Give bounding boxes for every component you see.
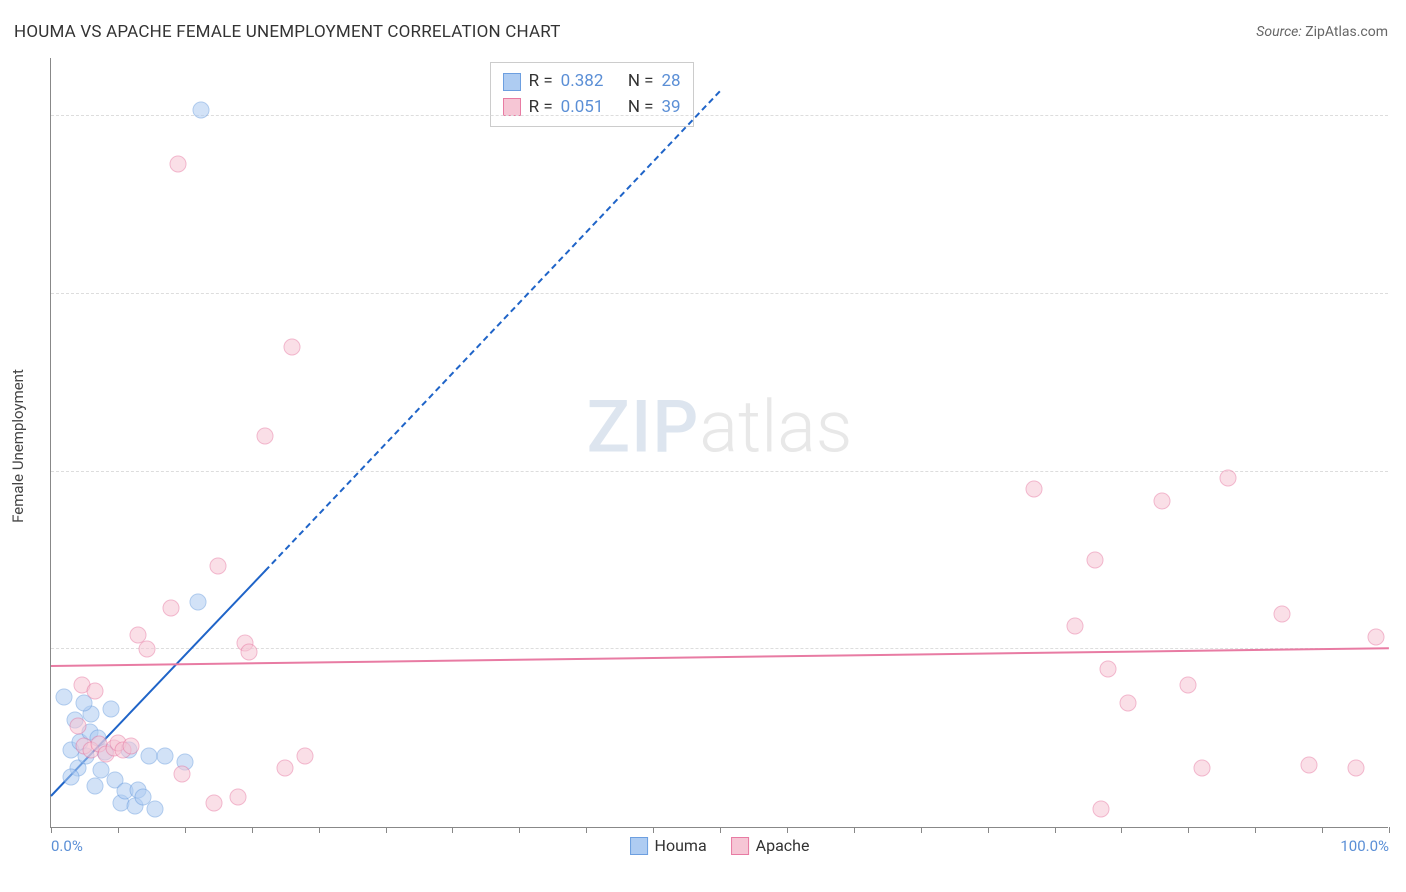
legend-swatch-houma (630, 837, 648, 855)
trendline-extrapolated (264, 91, 720, 572)
y-axis-title: Female Unemployment (9, 369, 27, 523)
x-tick (118, 827, 119, 833)
x-tick (787, 827, 788, 833)
x-tick (1389, 827, 1390, 833)
source-label: Source: (1256, 24, 1301, 40)
x-tick (653, 827, 654, 833)
legend-item-houma: Houma (630, 836, 707, 855)
legend-item-apache: Apache (731, 836, 810, 855)
data-point (147, 801, 164, 818)
x-tick-label: 100.0% (1340, 837, 1389, 855)
data-point (140, 747, 157, 764)
y-tick-label: 15.0% (1394, 640, 1406, 658)
watermark-atlas: atlas (699, 385, 852, 470)
watermark: ZIPatlas (587, 385, 853, 470)
x-tick (1188, 827, 1189, 833)
data-point (87, 777, 104, 794)
data-point (206, 795, 223, 812)
stats-swatch (503, 98, 521, 116)
stats-r-value: 0.382 (561, 69, 604, 95)
data-point (230, 789, 247, 806)
data-point (174, 765, 191, 782)
data-point (1066, 617, 1083, 634)
data-point (1273, 605, 1290, 622)
data-point (1093, 801, 1110, 818)
x-tick (519, 827, 520, 833)
data-point (1026, 481, 1043, 498)
data-point (190, 593, 207, 610)
x-tick (1121, 827, 1122, 833)
y-tick-label: 45.0% (1394, 285, 1406, 303)
plot-area: ZIPatlas R =0.382 N =28R =0.051 N =39 Ho… (50, 58, 1388, 828)
x-tick (720, 827, 721, 833)
legend-label-houma: Houma (655, 836, 707, 855)
data-point (1100, 661, 1117, 678)
gridline (51, 115, 1388, 116)
x-tick (51, 827, 52, 833)
x-tick (1055, 827, 1056, 833)
x-tick (452, 827, 453, 833)
data-point (87, 682, 104, 699)
x-tick (586, 827, 587, 833)
data-point (69, 718, 86, 735)
data-point (103, 700, 120, 717)
stats-r-label: R = (529, 69, 553, 95)
legend-label-apache: Apache (756, 836, 810, 855)
data-point (1220, 469, 1237, 486)
data-point (297, 747, 314, 764)
x-tick (319, 827, 320, 833)
data-point (1300, 757, 1317, 774)
x-tick (988, 827, 989, 833)
data-point (1180, 676, 1197, 693)
data-point (1347, 759, 1364, 776)
data-point (257, 428, 274, 445)
stats-row: R = 0.382 N = 28 (503, 69, 681, 95)
gridline (51, 471, 1388, 472)
x-tick (1322, 827, 1323, 833)
stats-n-label: N = (628, 69, 654, 95)
x-tick-label: 0.0% (51, 837, 83, 855)
x-tick (252, 827, 253, 833)
bottom-legend: Houma Apache (630, 836, 810, 855)
data-point (210, 558, 227, 575)
watermark-zip: ZIP (587, 385, 700, 470)
data-point (277, 759, 294, 776)
chart-title: HOUMA VS APACHE FEMALE UNEMPLOYMENT CORR… (14, 22, 561, 42)
data-point (1193, 759, 1210, 776)
stats-box: R =0.382 N =28R =0.051 N =39 (490, 62, 694, 127)
source-attribution: Source: ZipAtlas.com (1256, 24, 1388, 40)
y-tick-label: 60.0% (1394, 107, 1406, 125)
x-tick (921, 827, 922, 833)
data-point (170, 155, 187, 172)
legend-swatch-apache (731, 837, 749, 855)
stats-swatch (503, 73, 521, 91)
data-point (192, 102, 209, 119)
data-point (156, 747, 173, 764)
data-point (123, 738, 140, 755)
y-tick-label: 30.0% (1394, 463, 1406, 481)
data-point (241, 643, 258, 660)
data-point (139, 641, 156, 658)
gridline (51, 293, 1388, 294)
data-point (1367, 629, 1384, 646)
source-value: ZipAtlas.com (1305, 24, 1388, 40)
data-point (283, 339, 300, 356)
x-tick (185, 827, 186, 833)
data-point (163, 599, 180, 616)
data-point (1153, 493, 1170, 510)
x-tick (1255, 827, 1256, 833)
data-point (63, 769, 80, 786)
data-point (1086, 552, 1103, 569)
data-point (56, 688, 73, 705)
data-point (1120, 694, 1137, 711)
chart-container: HOUMA VS APACHE FEMALE UNEMPLOYMENT CORR… (0, 0, 1406, 892)
x-tick (854, 827, 855, 833)
x-tick (386, 827, 387, 833)
stats-n-value: 28 (662, 69, 681, 95)
